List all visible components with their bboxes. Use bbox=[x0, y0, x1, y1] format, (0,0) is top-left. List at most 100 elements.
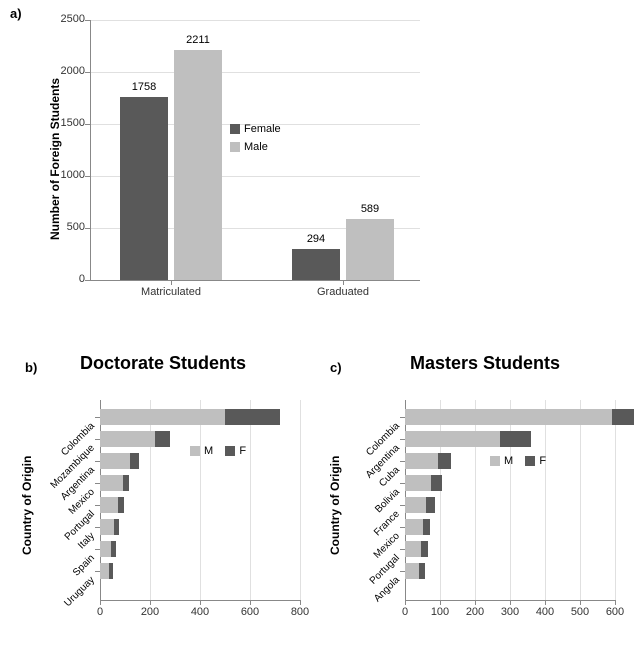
bar-segment bbox=[438, 453, 450, 469]
x-tick-label: 300 bbox=[495, 606, 525, 618]
x-tick-label: 200 bbox=[460, 606, 490, 618]
y-tick bbox=[400, 483, 405, 484]
x-tick bbox=[171, 280, 172, 285]
y-tick bbox=[400, 417, 405, 418]
y-tick bbox=[400, 549, 405, 550]
x-tick-label: 0 bbox=[390, 606, 420, 618]
bar-segment bbox=[100, 431, 155, 447]
gridline bbox=[545, 400, 546, 600]
x-tick bbox=[300, 600, 301, 605]
legend-swatch-m bbox=[490, 456, 500, 466]
bar-segment bbox=[419, 563, 425, 579]
bar-segment bbox=[405, 431, 500, 447]
x-category-label: Graduated bbox=[293, 286, 393, 298]
bar-segment bbox=[612, 409, 634, 425]
bar-value-label: 294 bbox=[292, 233, 340, 245]
legend-label: F bbox=[539, 455, 546, 467]
y-tick bbox=[400, 505, 405, 506]
legend-swatch-male bbox=[230, 142, 240, 152]
x-axis bbox=[90, 280, 420, 281]
panel-c-legend: M F bbox=[490, 455, 546, 467]
bar-segment bbox=[130, 453, 139, 469]
bar-segment bbox=[100, 497, 118, 513]
gridline bbox=[580, 400, 581, 600]
bar-segment bbox=[405, 563, 419, 579]
panel-b-label: b) bbox=[25, 360, 37, 375]
bar-segment bbox=[431, 475, 442, 491]
bar-segment bbox=[100, 409, 225, 425]
y-tick bbox=[95, 417, 100, 418]
gridline bbox=[150, 400, 151, 600]
bar-segment bbox=[405, 497, 426, 513]
bar-segment bbox=[111, 541, 116, 557]
legend-item-female: Female bbox=[230, 120, 281, 138]
bar-segment bbox=[100, 519, 114, 535]
panel-b-title: Doctorate Students bbox=[80, 353, 246, 374]
y-tick bbox=[95, 527, 100, 528]
legend-swatch-m bbox=[190, 446, 200, 456]
legend-item-male: Male bbox=[230, 138, 281, 156]
x-tick-label: 0 bbox=[85, 606, 115, 618]
y-tick bbox=[95, 549, 100, 550]
x-axis bbox=[405, 600, 615, 601]
x-tick-label: 800 bbox=[285, 606, 315, 618]
panel-b-legend: M F bbox=[190, 445, 246, 457]
bar-segment bbox=[500, 431, 532, 447]
panel-a-legend: Female Male bbox=[230, 120, 281, 156]
y-axis bbox=[90, 20, 91, 280]
panel-c-label: c) bbox=[330, 360, 342, 375]
x-tick-label: 600 bbox=[235, 606, 265, 618]
bar-segment bbox=[100, 541, 111, 557]
gridline bbox=[475, 400, 476, 600]
legend-label: Male bbox=[244, 141, 268, 153]
bar bbox=[174, 50, 222, 280]
bar-segment bbox=[421, 541, 428, 557]
y-tick bbox=[95, 505, 100, 506]
y-tick-label: 2000 bbox=[50, 65, 85, 77]
panel-b-yaxis-title: Country of Origin bbox=[20, 456, 34, 555]
x-category-label: Matriculated bbox=[121, 286, 221, 298]
panel-a-yaxis-title: Number of Foreign Students bbox=[48, 78, 62, 240]
y-tick bbox=[95, 461, 100, 462]
gridline bbox=[440, 400, 441, 600]
bar-segment bbox=[109, 563, 113, 579]
bar-segment bbox=[405, 409, 612, 425]
bar-segment bbox=[114, 519, 119, 535]
bar-segment bbox=[423, 519, 431, 535]
legend-swatch-f bbox=[225, 446, 235, 456]
y-tick-label: 500 bbox=[50, 221, 85, 233]
x-tick bbox=[343, 280, 344, 285]
legend-label: F bbox=[239, 445, 246, 457]
bar bbox=[346, 219, 394, 280]
bar-segment bbox=[225, 409, 280, 425]
gridline bbox=[510, 400, 511, 600]
y-tick bbox=[400, 461, 405, 462]
bar-value-label: 589 bbox=[346, 203, 394, 215]
bar-segment bbox=[123, 475, 129, 491]
x-tick-label: 400 bbox=[530, 606, 560, 618]
x-tick bbox=[615, 600, 616, 605]
x-tick-label: 600 bbox=[600, 606, 630, 618]
bar-segment bbox=[426, 497, 435, 513]
panel-a-label: a) bbox=[10, 6, 22, 21]
panel-c-yaxis-title: Country of Origin bbox=[328, 456, 342, 555]
x-axis bbox=[100, 600, 300, 601]
legend-swatch-female bbox=[230, 124, 240, 134]
y-tick bbox=[95, 571, 100, 572]
gridline bbox=[615, 400, 616, 600]
y-tick bbox=[400, 439, 405, 440]
bar bbox=[120, 97, 168, 280]
y-tick-label: 0 bbox=[50, 273, 85, 285]
bar-segment bbox=[405, 475, 431, 491]
panel-c-title: Masters Students bbox=[410, 353, 560, 374]
x-tick-label: 400 bbox=[185, 606, 215, 618]
y-tick-label: 2500 bbox=[50, 13, 85, 25]
y-tick-label: 1000 bbox=[50, 169, 85, 181]
y-tick bbox=[400, 527, 405, 528]
bar-value-label: 1758 bbox=[120, 81, 168, 93]
legend-label: Female bbox=[244, 123, 281, 135]
gridline bbox=[300, 400, 301, 600]
bar-segment bbox=[155, 431, 170, 447]
gridline bbox=[200, 400, 201, 600]
bar-segment bbox=[405, 519, 423, 535]
